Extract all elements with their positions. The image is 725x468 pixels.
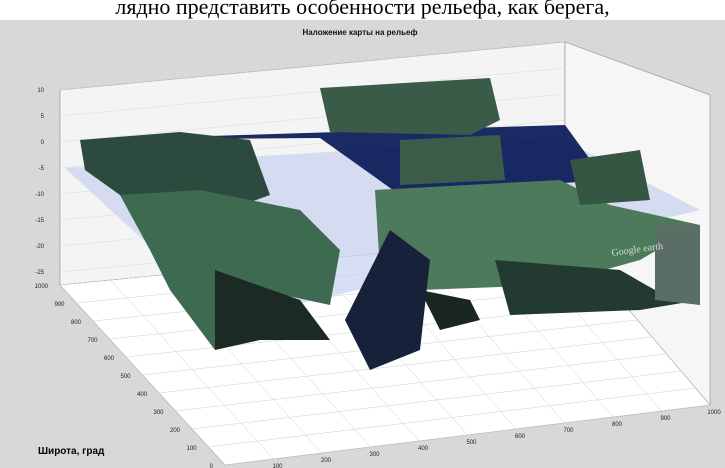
x-tick-label: 300 bbox=[369, 452, 380, 458]
z-tick-label: 0 bbox=[41, 140, 45, 146]
chart-title: Наложение карты на рельеф bbox=[240, 28, 480, 37]
z-tick-label: 10 bbox=[37, 88, 44, 94]
x-tick-label: 1000 bbox=[707, 410, 721, 416]
document-caption-fragment: лядно представить особенности рельефа, к… bbox=[0, 0, 725, 20]
y-tick-label: 100 bbox=[186, 446, 197, 452]
x-tick-label: 100 bbox=[272, 464, 283, 468]
x-tick-label: 800 bbox=[612, 422, 623, 428]
surface-plot-3d[interactable]: Google earth 010020030040050060070080090… bbox=[0, 20, 725, 468]
y-axis-label: Широта, град bbox=[38, 446, 104, 457]
figure-window: Google earth 010020030040050060070080090… bbox=[0, 20, 725, 468]
y-tick-label: 600 bbox=[104, 356, 115, 362]
y-tick-label: 1000 bbox=[35, 284, 49, 290]
z-tick-label: -10 bbox=[35, 192, 44, 198]
z-tick-label: -5 bbox=[39, 166, 45, 172]
y-tick-label: 200 bbox=[170, 428, 181, 434]
y-tick-label: 900 bbox=[54, 302, 65, 308]
y-tick-label: 500 bbox=[120, 374, 131, 380]
x-tick-label: 700 bbox=[563, 428, 574, 434]
z-tick-label: 5 bbox=[41, 114, 45, 120]
z-tick-label: -20 bbox=[35, 244, 44, 250]
x-tick-label: 900 bbox=[660, 416, 671, 422]
x-tick-label: 200 bbox=[321, 458, 332, 464]
y-tick-label: 300 bbox=[153, 410, 164, 416]
z-tick-label: -25 bbox=[35, 270, 44, 276]
y-tick-label: 0 bbox=[210, 464, 214, 468]
x-tick-label: 600 bbox=[515, 434, 526, 440]
y-tick-label: 400 bbox=[137, 392, 148, 398]
x-tick-label: 400 bbox=[418, 446, 429, 452]
y-tick-label: 700 bbox=[87, 338, 98, 344]
x-tick-label: 500 bbox=[466, 440, 477, 446]
y-tick-label: 800 bbox=[71, 320, 82, 326]
z-tick-label: -15 bbox=[35, 218, 44, 224]
